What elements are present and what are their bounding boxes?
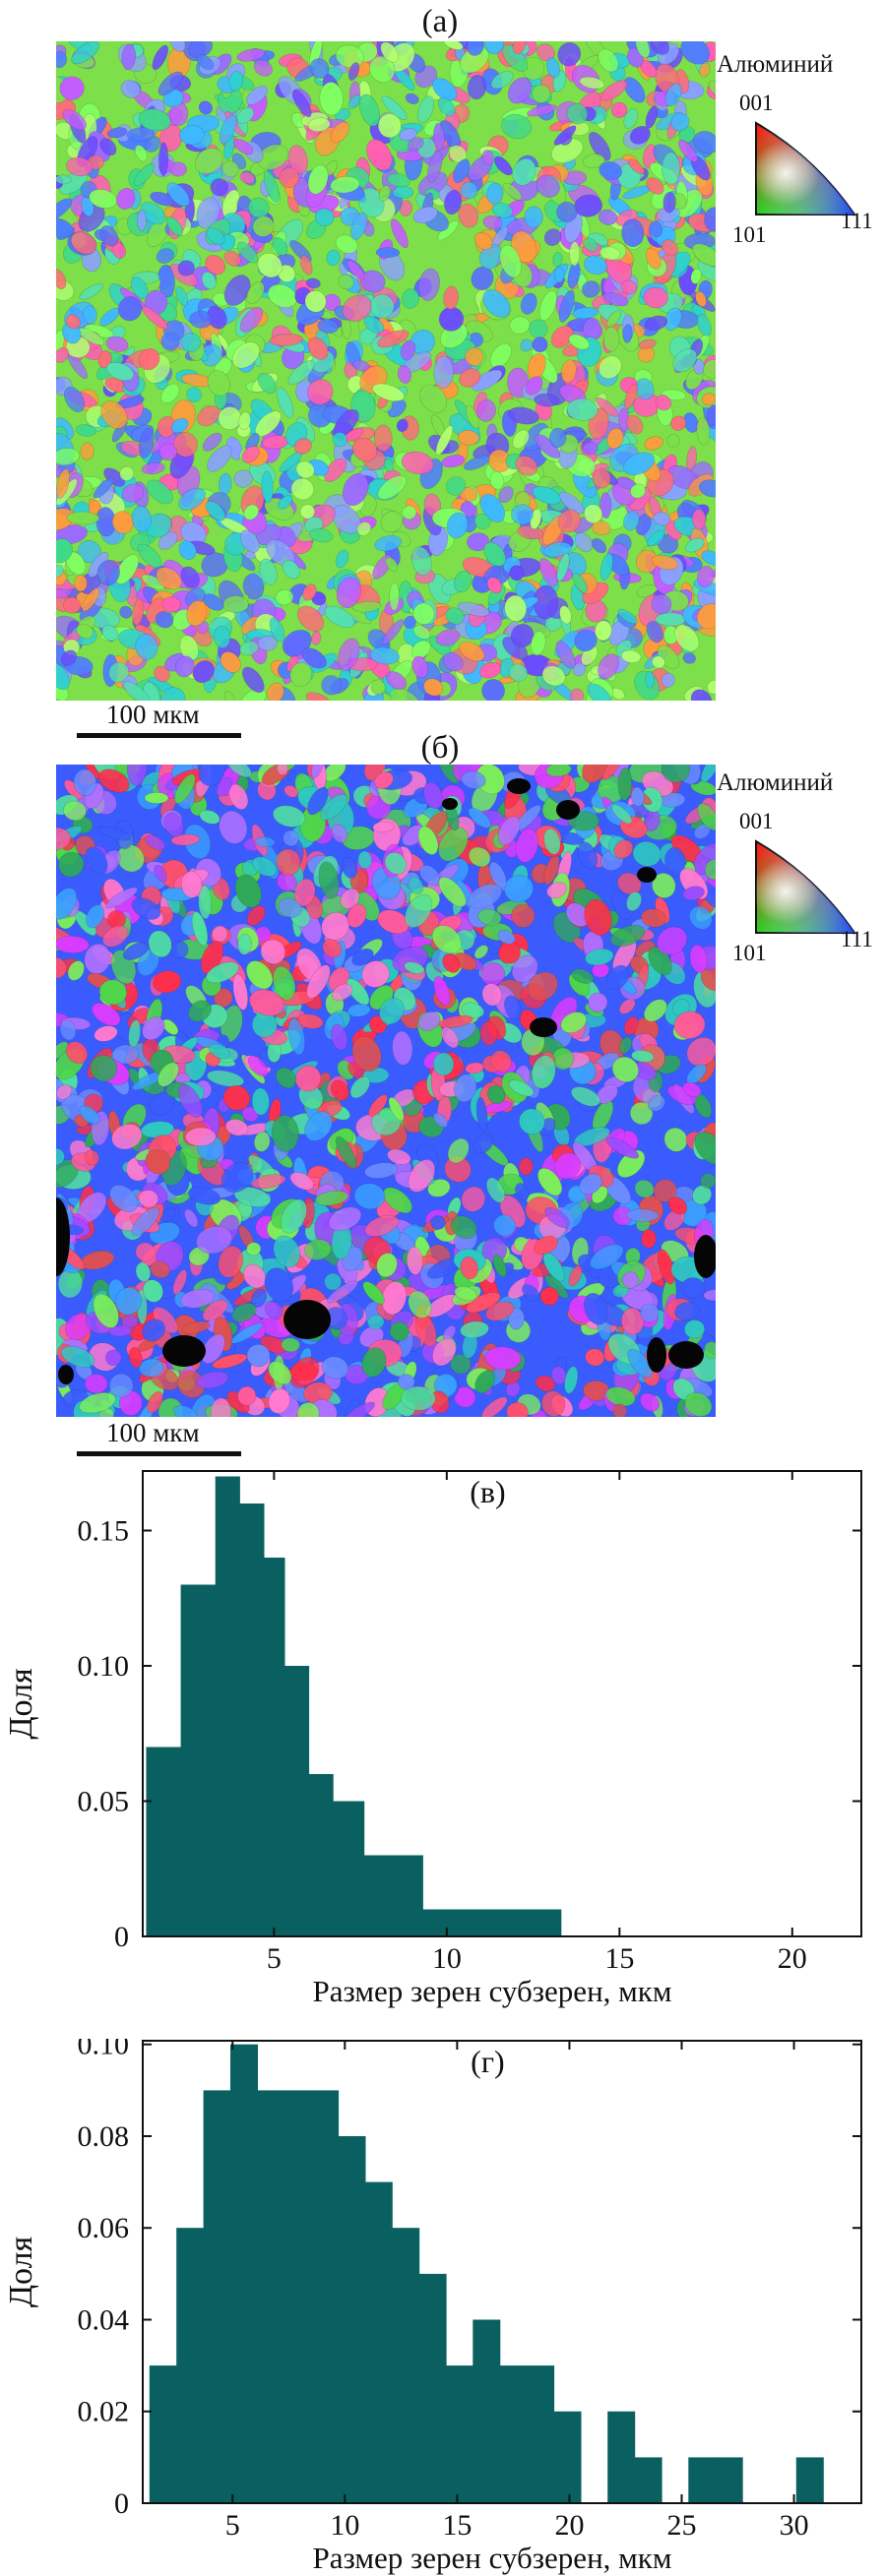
hist-v-x-tick-label: 10 bbox=[432, 1942, 462, 1975]
legend-a-title: Алюминий bbox=[717, 51, 834, 78]
hist-v-y-label: Доля bbox=[3, 1668, 39, 1740]
ipf-triangle-a bbox=[755, 121, 856, 215]
hist-v-bars bbox=[146, 1476, 562, 1936]
hist-g-y-tick-label: 0.02 bbox=[78, 2396, 130, 2428]
orientation-map-a-image bbox=[56, 41, 716, 701]
hist-g-x-tick-label: 15 bbox=[442, 2509, 472, 2542]
hist-v-y-tick-label: 0.10 bbox=[78, 1650, 130, 1683]
scale-bar-a bbox=[77, 733, 241, 738]
orientation-map-b-image bbox=[56, 765, 716, 1417]
hist-v-y-tick-label: 0.05 bbox=[78, 1786, 130, 1818]
hist-g-y-tick-label: 0 bbox=[114, 2487, 129, 2520]
hist-g-bar bbox=[688, 2457, 717, 2503]
hist-g-y-label: Доля bbox=[3, 2236, 39, 2307]
hist-v-bar bbox=[363, 1855, 423, 1936]
hist-v-bar bbox=[464, 1909, 562, 1936]
legend-b-tick-111: 111 bbox=[841, 927, 873, 951]
hist-g-bar bbox=[607, 2411, 636, 2503]
hist-g-bar bbox=[311, 2090, 340, 2503]
hist-g-bar bbox=[795, 2457, 824, 2503]
hist-v-bar bbox=[284, 1666, 310, 1936]
hist-g-bar bbox=[527, 2365, 555, 2503]
hist-v-frame bbox=[142, 1470, 862, 1937]
panel-b-label: (б) bbox=[420, 730, 460, 766]
legend-b-tick-001: 001 bbox=[739, 809, 774, 833]
hist-g-bar bbox=[446, 2365, 473, 2503]
hist-v-panel-label: (в) bbox=[470, 1474, 505, 1509]
legend-a-tick-001: 001 bbox=[739, 91, 774, 115]
histogram-g: 5 10 15 20 25 30 0 0.02 0.04 0.06 0.08 0.10 (г) Разме… bbox=[3, 2039, 862, 2575]
hist-v-bar bbox=[239, 1503, 265, 1936]
hist-g-bar bbox=[230, 2044, 258, 2503]
hist-v-bar bbox=[263, 1558, 285, 1936]
hist-g-bar bbox=[338, 2136, 366, 2503]
hist-v-bar bbox=[308, 1774, 334, 1936]
hist-g-bars bbox=[149, 2044, 824, 2503]
hist-v-bar bbox=[215, 1476, 240, 1936]
hist-v-x-tick-label: 20 bbox=[778, 1942, 807, 1975]
hist-g-bar bbox=[203, 2090, 231, 2503]
hist-g-x-label: Размер зерен субзерен, мкм bbox=[313, 2541, 672, 2575]
hist-g-y-tick-label: 0.06 bbox=[78, 2212, 130, 2244]
ipf-legend-a: Алюминий 001 101 111 bbox=[717, 51, 879, 258]
hist-g-y-tick-label: 0.10 bbox=[78, 2039, 130, 2061]
hist-g-panel-label: (г) bbox=[471, 2044, 504, 2079]
hist-g-x-tick-label: 20 bbox=[554, 2509, 584, 2542]
hist-g-y-tick-label: 0.04 bbox=[78, 2303, 130, 2336]
hist-v-x-tick-label: 5 bbox=[267, 1942, 282, 1975]
hist-g-bar bbox=[364, 2181, 393, 2503]
hist-g-bar bbox=[553, 2411, 582, 2503]
hist-g-x-tick-label: 5 bbox=[225, 2509, 240, 2542]
hist-g-bar bbox=[257, 2090, 285, 2503]
orientation-map-a bbox=[56, 41, 716, 701]
ipf-legend-b: Алюминий 001 101 111 bbox=[717, 769, 879, 976]
legend-a-tick-111: 111 bbox=[841, 209, 873, 233]
legend-b-tick-101: 101 bbox=[732, 941, 767, 965]
ipf-triangle-b bbox=[755, 839, 856, 934]
panel-a-label: (а) bbox=[421, 4, 459, 39]
hist-v-bar bbox=[333, 1801, 365, 1936]
hist-v-bar bbox=[146, 1747, 182, 1936]
hist-v-y-tick-label: 0 bbox=[114, 1921, 129, 1953]
hist-g-bar bbox=[499, 2365, 528, 2503]
hist-v-y-tick-label: 0.15 bbox=[78, 1515, 130, 1548]
hist-g-bar bbox=[284, 2090, 312, 2503]
hist-g-bar bbox=[149, 2365, 177, 2503]
orientation-map-b bbox=[56, 765, 716, 1417]
hist-g-bar bbox=[176, 2228, 205, 2503]
hist-g-bar bbox=[634, 2457, 662, 2503]
scale-bar-b-text: 100 мкм bbox=[106, 1418, 200, 1447]
hist-v-x-label: Размер зерен субзерен, мкм bbox=[313, 1974, 672, 2008]
histogram-v: 5 10 15 20 0 0.05 0.10 0.15 (в) Размер зерен субз… bbox=[3, 1470, 862, 2008]
hist-g-y-tick-label: 0.08 bbox=[78, 2120, 130, 2153]
hist-g-bar bbox=[473, 2319, 501, 2503]
hist-g-bar bbox=[392, 2228, 420, 2503]
hist-g-bar bbox=[715, 2457, 743, 2503]
hist-g-x-tick-label: 25 bbox=[667, 2509, 697, 2542]
hist-g-x-tick-label: 10 bbox=[330, 2509, 359, 2542]
scale-bar-a-text: 100 мкм bbox=[106, 700, 200, 729]
hist-v-bar bbox=[180, 1584, 217, 1936]
legend-a-tick-101: 101 bbox=[732, 222, 767, 247]
hist-v-x-tick-label: 15 bbox=[604, 1942, 634, 1975]
scale-bar-b bbox=[77, 1451, 241, 1456]
hist-v-bar bbox=[422, 1909, 465, 1936]
hist-g-bar bbox=[418, 2273, 447, 2503]
hist-g-x-tick-label: 30 bbox=[780, 2509, 809, 2542]
legend-b-title: Алюминий bbox=[717, 769, 834, 796]
hist-g-frame bbox=[142, 2040, 862, 2504]
